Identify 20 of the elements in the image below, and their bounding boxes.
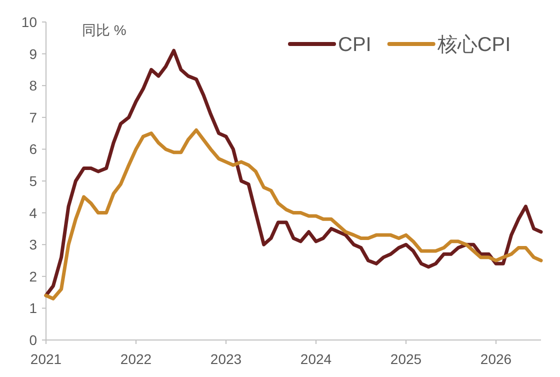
y-tick-label: 9 [29, 46, 38, 62]
y-tick-label: 5 [29, 173, 38, 189]
y-tick-label: 8 [29, 78, 38, 94]
y-tick-label: 1 [29, 300, 38, 316]
y-axis-title: 同比 % [82, 22, 126, 38]
x-tick-label: 2025 [390, 351, 422, 367]
y-tick-label: 4 [29, 204, 38, 221]
x-tick-label: 2026 [480, 351, 512, 367]
x-tick-label: 2023 [210, 351, 242, 367]
y-tick-label: 6 [29, 141, 38, 158]
x-tick-label: 2024 [300, 351, 332, 367]
y-tick-label: 3 [29, 236, 38, 253]
y-tick-label: 7 [29, 109, 38, 126]
y-tick-label: 2 [29, 268, 38, 284]
y-tick-label: 0 [29, 332, 38, 348]
legend-label: CPI [338, 34, 372, 56]
y-tick-label: 10 [21, 14, 38, 30]
legend-label: 核心CPI [436, 34, 511, 56]
x-tick-label: 2022 [120, 351, 152, 367]
x-tick-label: 2021 [30, 351, 62, 367]
